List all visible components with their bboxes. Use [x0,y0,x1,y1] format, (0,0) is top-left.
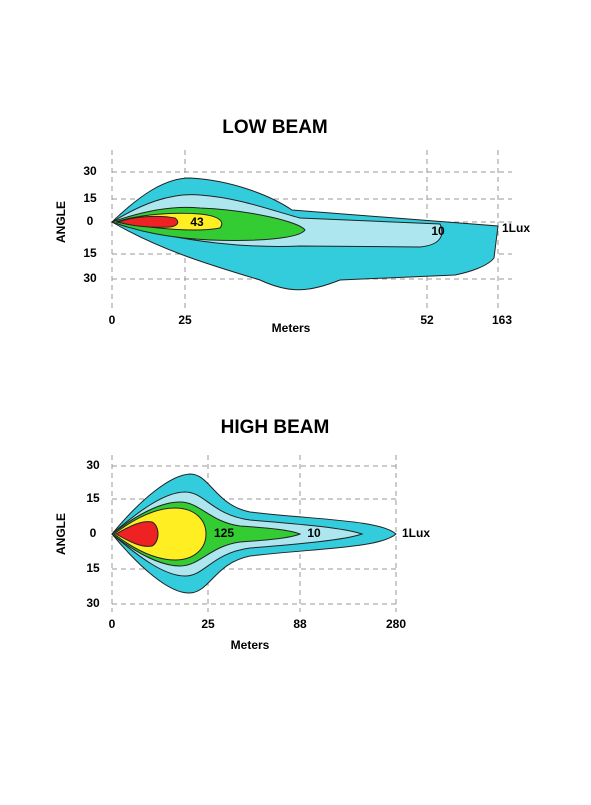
contour-label: 10 [431,224,445,238]
contour-label: 10 [307,526,321,540]
x-tick: 280 [386,617,406,631]
contour-max [116,215,179,228]
contour-max [114,521,159,547]
x-ticks: 0 25 52 163 [109,313,513,327]
title: LOW BEAM [222,117,328,138]
contour-label: 125 [214,526,234,540]
y-ticks: 30 15 0 15 30 [86,458,100,610]
x-label: Meters [231,638,270,652]
y-tick: 0 [87,214,94,228]
contour-125 [113,507,207,561]
x-ticks: 0 25 88 280 [109,617,407,631]
y-tick: 15 [83,191,97,205]
x-tick: 25 [178,313,192,327]
title: HIGH BEAM [221,417,330,438]
x-tick: 25 [201,617,215,631]
x-label: Meters [272,321,311,335]
y-tick: 30 [83,271,97,285]
y-tick: 30 [86,596,100,610]
y-tick: 30 [83,164,97,178]
y-tick: 15 [83,246,97,260]
x-tick: 52 [420,313,434,327]
x-tick: 0 [109,313,116,327]
y-tick: 15 [86,561,100,575]
contour-label: 1Lux [402,526,430,540]
y-tick: 30 [86,458,100,472]
low-beam: LOW BEAM 43 10 1Lux 30 15 0 15 30 0 25 5… [54,117,530,335]
x-tick: 163 [492,313,512,327]
high-beam: HIGH BEAM 125 10 1Lux 30 15 0 15 30 0 25… [54,417,430,652]
contour-label: 43 [190,215,204,229]
x-tick: 88 [293,617,307,631]
y-tick: 0 [90,526,97,540]
y-ticks: 30 15 0 15 30 [83,164,97,285]
y-tick: 15 [86,491,100,505]
y-label: ANGLE [54,201,68,243]
contour-label: 1Lux [502,221,530,235]
x-tick: 0 [109,617,116,631]
y-label: ANGLE [54,513,68,555]
